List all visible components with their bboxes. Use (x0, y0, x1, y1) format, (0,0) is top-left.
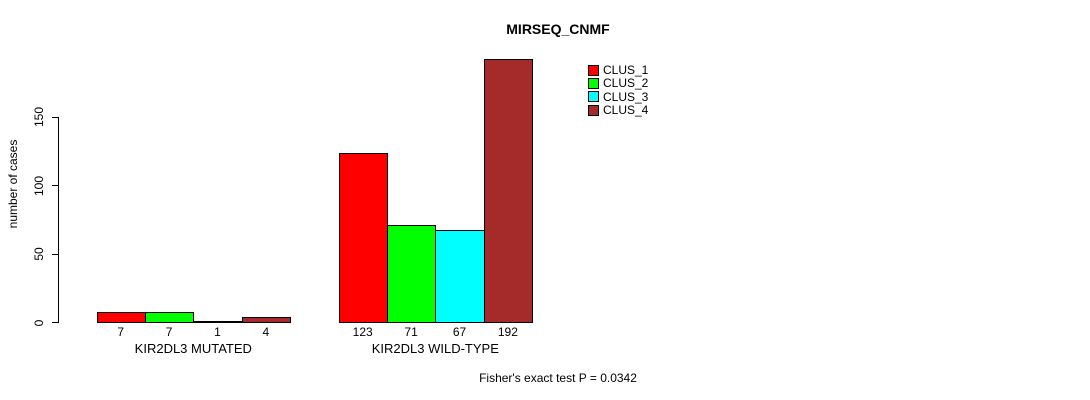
legend-swatch-clus_1 (588, 64, 599, 76)
legend-item: CLUS_2 (588, 77, 648, 89)
chart-title: MIRSEQ_CNMF (506, 21, 610, 37)
legend-label: CLUS_4 (603, 103, 649, 118)
bar-value-label: 4 (262, 325, 270, 339)
category-label: KIR2DL3 MUTATED (134, 341, 252, 356)
bar-value-label: 7 (165, 325, 173, 339)
y-tick-mark (52, 116, 58, 118)
annotation-text: Fisher's exact test P = 0.0342 (479, 371, 637, 385)
bar-clus_1-2 (338, 153, 388, 324)
y-tick-label: 100 (32, 175, 46, 196)
legend-item: CLUS_4 (588, 104, 648, 116)
bar-clus_4-1 (241, 316, 292, 324)
bar-value-label: 192 (497, 325, 518, 339)
bar-clus_1-1 (96, 312, 146, 324)
bar-clus_2-2 (386, 224, 437, 324)
y-tick-label: 150 (32, 107, 46, 128)
y-tick-mark (52, 253, 58, 255)
y-tick-label: 50 (32, 247, 46, 261)
legend-swatch-clus_3 (588, 91, 599, 103)
bar-clus_2-1 (144, 312, 195, 324)
legend-swatch-clus_2 (588, 77, 599, 89)
y-tick-mark (52, 185, 58, 187)
bar-clus_3-2 (435, 230, 485, 324)
bar-value-label: 71 (404, 325, 418, 339)
legend-label: CLUS_3 (603, 89, 649, 104)
y-tick-mark (52, 322, 58, 324)
category-label: KIR2DL3 WILD-TYPE (371, 341, 499, 356)
legend-label: CLUS_1 (603, 63, 649, 77)
bar-value-label: 123 (352, 325, 373, 339)
bar-value-label: 7 (117, 325, 125, 339)
legend-label: CLUS_2 (603, 76, 649, 91)
y-tick-label: 0 (32, 319, 46, 327)
bar-clus_3-1 (193, 320, 243, 324)
legend-swatch-clus_4 (588, 104, 599, 116)
y-axis-label: number of cases (6, 139, 20, 229)
bar-value-label: 1 (214, 325, 221, 339)
legend-item: CLUS_3 (588, 91, 648, 103)
y-axis-line (58, 116, 60, 323)
legend-item: CLUS_1 (588, 64, 648, 76)
bar-value-label: 67 (452, 325, 467, 339)
bar-clus_4-2 (483, 58, 534, 324)
